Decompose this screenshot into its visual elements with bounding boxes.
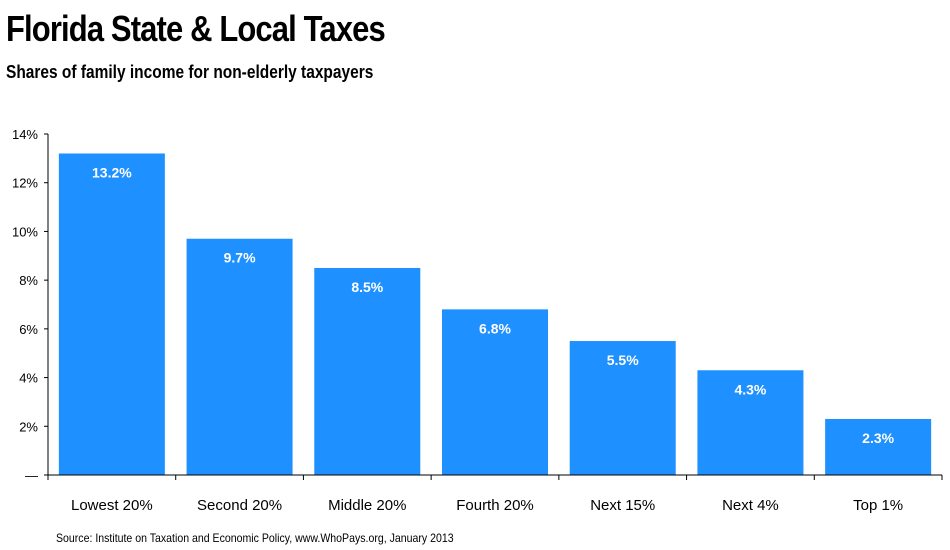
y-tick-label: 6% [19,322,38,337]
y-tick-label: 8% [19,273,38,288]
x-category-label: Top 1% [853,497,903,514]
y-tick-label: 4% [19,371,38,386]
y-tick-label: 10% [12,224,38,239]
bar [825,418,932,475]
bar [697,370,804,475]
data-label: 4.3% [734,381,766,397]
y-axis: — 2% 4% 6% 8% 10% 12% 14% [12,127,49,483]
bar [442,309,548,475]
bar [186,238,293,475]
data-label: 13.2% [92,164,132,180]
x-category-label: Second 20% [197,497,282,514]
x-category-label: Middle 20% [328,497,406,514]
data-label: 9.7% [224,250,256,266]
data-label: 2.3% [862,430,894,446]
bar [569,341,676,475]
data-label: 8.5% [351,279,383,295]
y-tick-label: 2% [19,419,38,434]
chart-title: Florida State & Local Taxes [6,8,386,49]
x-category-label: Lowest 20% [71,497,153,514]
y-tick-label: 14% [12,127,38,142]
source-note: Source: Institute on Taxation and Econom… [56,531,454,545]
chart-subtitle: Shares of family income for non-elderly … [6,62,374,82]
y-tick-label: — [25,468,38,483]
x-axis: Lowest 20% Second 20% Middle 20% Fourth 20%… [47,474,943,514]
data-label: 6.8% [479,320,511,336]
bar [314,267,421,475]
bar [58,153,165,475]
x-category-label: Next 15% [590,497,655,514]
x-category-label: Fourth 20% [456,497,534,514]
bars: 13.2% 9.7% 8.5% 6.8% 5.5% 4.3% 2.3% [58,153,932,475]
y-tick-label: 12% [12,176,38,191]
data-label: 5.5% [607,352,639,368]
x-category-label: Next 4% [722,497,779,514]
